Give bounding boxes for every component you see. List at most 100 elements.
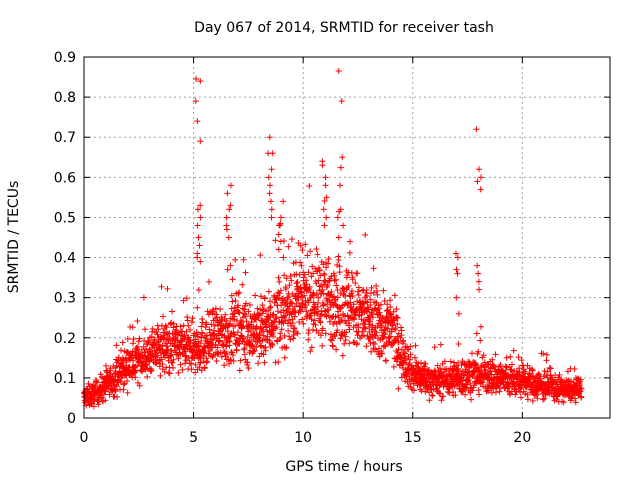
data-point (115, 356, 122, 363)
data-point (369, 324, 376, 331)
data-point (346, 249, 353, 256)
data-point (488, 371, 495, 378)
data-point (272, 237, 279, 244)
data-point (289, 290, 296, 297)
data-point (344, 272, 351, 279)
data-point (203, 335, 210, 342)
data-point (452, 392, 459, 399)
data-point (193, 76, 200, 83)
data-point (382, 331, 389, 338)
data-point (406, 356, 413, 363)
data-point (245, 308, 252, 315)
data-point (309, 263, 316, 270)
data-point (320, 301, 327, 308)
data-point (277, 334, 284, 341)
data-point (241, 345, 248, 352)
data-point (242, 300, 249, 307)
data-point (232, 297, 239, 304)
data-point (194, 118, 201, 125)
data-point (305, 330, 312, 337)
data-point (468, 396, 475, 403)
data-point (572, 395, 578, 402)
data-point (129, 354, 136, 361)
data-point (245, 328, 252, 335)
data-point (370, 265, 377, 272)
data-point (402, 359, 409, 366)
data-point (300, 320, 307, 327)
data-point (299, 247, 306, 254)
data-point (256, 332, 263, 339)
data-point (180, 333, 187, 340)
data-point (469, 350, 476, 357)
data-point (226, 206, 233, 213)
data-point (400, 349, 407, 356)
data-point (288, 236, 295, 243)
y-axis-label: SRMTID / TECUs (6, 181, 22, 294)
data-point (236, 289, 243, 296)
data-point (339, 352, 346, 359)
data-point (198, 323, 205, 330)
data-point (330, 293, 337, 300)
data-point (277, 238, 284, 245)
data-point (289, 300, 296, 307)
data-point (236, 367, 243, 374)
data-point (117, 347, 124, 354)
data-point (379, 350, 386, 357)
data-point (418, 359, 425, 366)
data-point (282, 286, 289, 293)
data-point (339, 154, 346, 161)
data-point (319, 162, 326, 169)
data-point (369, 314, 376, 321)
data-point (281, 332, 288, 339)
data-point (189, 315, 196, 322)
data-point (334, 327, 341, 334)
data-point (452, 250, 459, 257)
data-point (334, 286, 341, 293)
data-point (246, 337, 253, 344)
data-point (305, 269, 312, 276)
chart-title: Day 067 of 2014, SRMTID for receiver tas… (194, 20, 494, 36)
data-point (148, 367, 155, 374)
data-point (488, 389, 495, 396)
data-point (214, 344, 221, 351)
data-point (261, 359, 268, 366)
data-point (235, 309, 242, 316)
data-point (376, 353, 383, 360)
data-point (268, 206, 275, 213)
data-point (316, 283, 323, 290)
data-point (455, 359, 462, 366)
data-point (157, 372, 164, 379)
data-point (161, 332, 168, 339)
data-point (266, 305, 273, 312)
data-point (180, 297, 187, 304)
data-point (510, 347, 517, 354)
data-point (283, 344, 290, 351)
data-point (322, 279, 329, 286)
data-point (277, 287, 284, 294)
data-point (349, 276, 356, 283)
data-point (309, 326, 316, 333)
data-point (238, 319, 245, 326)
data-point (102, 397, 109, 404)
data-point (154, 352, 161, 359)
data-point (324, 307, 331, 314)
data-point (260, 332, 267, 339)
data-point (397, 334, 404, 341)
data-point (335, 256, 342, 263)
data-point (171, 341, 178, 348)
data-point (223, 317, 230, 324)
data-point (268, 214, 275, 221)
data-point (165, 346, 172, 353)
data-point (275, 359, 282, 366)
data-point (265, 174, 272, 181)
data-point (164, 343, 171, 350)
data-point (275, 231, 282, 238)
y-tick-labels: 0 0.1 0.2 0.3 0.4 0.5 0.6 0.7 0.8 0.9 (54, 50, 76, 427)
data-point (370, 289, 377, 296)
data-point (316, 287, 323, 294)
data-point (306, 284, 313, 291)
data-point (269, 150, 276, 157)
data-point (142, 326, 149, 333)
data-point (224, 190, 231, 197)
data-point (231, 332, 238, 339)
